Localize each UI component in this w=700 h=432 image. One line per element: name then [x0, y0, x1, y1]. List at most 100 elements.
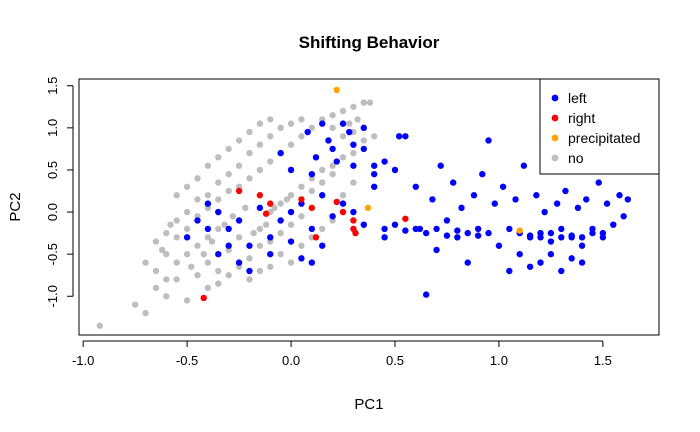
- data-point-no: [194, 272, 201, 279]
- data-point-no: [188, 263, 195, 270]
- data-point-no: [173, 276, 180, 283]
- data-point-left: [616, 192, 623, 199]
- data-point-no: [250, 229, 257, 237]
- data-point-right: [267, 200, 274, 207]
- data-point-no: [194, 242, 201, 249]
- data-point-left: [506, 225, 513, 233]
- data-point-left: [537, 234, 544, 241]
- data-point-no: [360, 137, 368, 144]
- data-point-no: [158, 246, 166, 254]
- data-point-left: [312, 154, 320, 161]
- data-point-no: [339, 154, 347, 161]
- data-point-no: [204, 234, 212, 241]
- data-point-left: [474, 232, 482, 239]
- data-point-right: [352, 229, 359, 237]
- y-axis: -1.0 -0.5 0.0 0.5 1.0 1.5: [45, 77, 74, 307]
- data-point-left: [204, 225, 212, 233]
- data-point-left: [235, 217, 243, 224]
- data-point-no: [350, 149, 357, 157]
- data-point-left: [558, 225, 565, 233]
- data-point-no: [204, 284, 212, 292]
- data-point-left: [610, 221, 617, 228]
- data-point-left: [412, 183, 419, 190]
- data-point-left: [568, 232, 575, 239]
- data-point-left: [277, 217, 284, 224]
- data-point-left: [437, 162, 444, 169]
- points-layer: [96, 86, 632, 329]
- x-tick-label: 0.0: [282, 353, 300, 368]
- data-point-no: [256, 166, 264, 174]
- data-point-left: [370, 162, 378, 169]
- data-point-no: [329, 170, 336, 178]
- data-point-no: [319, 166, 326, 174]
- data-point-no: [339, 192, 347, 199]
- data-point-no: [96, 322, 103, 329]
- x-tick-label: -0.5: [176, 353, 198, 368]
- data-point-no: [225, 145, 232, 153]
- data-point-no: [142, 309, 149, 317]
- data-point-no: [329, 112, 336, 119]
- plot-area-frame: [78, 78, 660, 336]
- data-point-no: [329, 162, 336, 169]
- data-point-left: [547, 238, 555, 245]
- data-point-left: [267, 250, 274, 258]
- data-point-left: [308, 170, 316, 178]
- data-point-no: [370, 133, 378, 140]
- data-point-left: [491, 200, 498, 207]
- data-point-left: [183, 234, 191, 241]
- data-point-left: [568, 255, 575, 262]
- data-point-no: [287, 259, 295, 266]
- data-point-no: [183, 297, 191, 304]
- data-point-right: [262, 210, 270, 217]
- data-point-no: [204, 259, 212, 266]
- data-point-left: [235, 259, 243, 266]
- data-point-no: [354, 116, 361, 123]
- y-tick-label: -1.0: [45, 285, 60, 307]
- data-point-left: [574, 204, 582, 212]
- x-tick-label: -1.0: [72, 353, 94, 368]
- chart-title: Shifting Behavior: [299, 33, 440, 52]
- data-point-no: [215, 225, 222, 233]
- data-point-left: [433, 246, 440, 254]
- data-point-no: [339, 133, 347, 140]
- data-point-right: [350, 217, 357, 224]
- data-point-left: [485, 229, 492, 237]
- data-point-left: [464, 229, 471, 237]
- data-point-left: [339, 200, 347, 207]
- data-point-left: [516, 250, 523, 258]
- data-point-left: [512, 196, 519, 203]
- data-point-left: [412, 225, 419, 233]
- data-point-no: [225, 272, 232, 279]
- data-point-no: [298, 183, 305, 190]
- data-point-left: [558, 267, 565, 275]
- data-point-left: [350, 141, 357, 148]
- data-point-no: [183, 183, 191, 190]
- data-point-left: [277, 149, 284, 157]
- data-point-no: [298, 116, 305, 123]
- data-point-left: [370, 170, 378, 178]
- data-point-left: [402, 227, 409, 234]
- data-point-no: [267, 263, 274, 270]
- data-point-no: [242, 204, 249, 212]
- data-point-left: [553, 200, 561, 207]
- data-point-right: [402, 215, 409, 222]
- data-point-no: [235, 162, 243, 169]
- data-point-right: [235, 187, 243, 195]
- data-point-left: [308, 225, 316, 233]
- data-point-left: [381, 158, 388, 165]
- data-point-right: [312, 234, 320, 241]
- data-point-left: [479, 170, 486, 178]
- y-tick-label: 0.5: [45, 161, 60, 179]
- data-point-no: [215, 154, 222, 161]
- data-point-no: [194, 175, 201, 182]
- data-point-no: [194, 196, 201, 203]
- data-point-left: [449, 179, 457, 186]
- legend-marker-no: [551, 154, 559, 162]
- data-point-no: [287, 192, 295, 199]
- data-point-precipitated: [516, 227, 523, 234]
- data-point-left: [470, 192, 478, 199]
- data-point-no: [183, 225, 191, 233]
- data-point-no: [267, 133, 274, 140]
- data-point-left: [319, 192, 326, 199]
